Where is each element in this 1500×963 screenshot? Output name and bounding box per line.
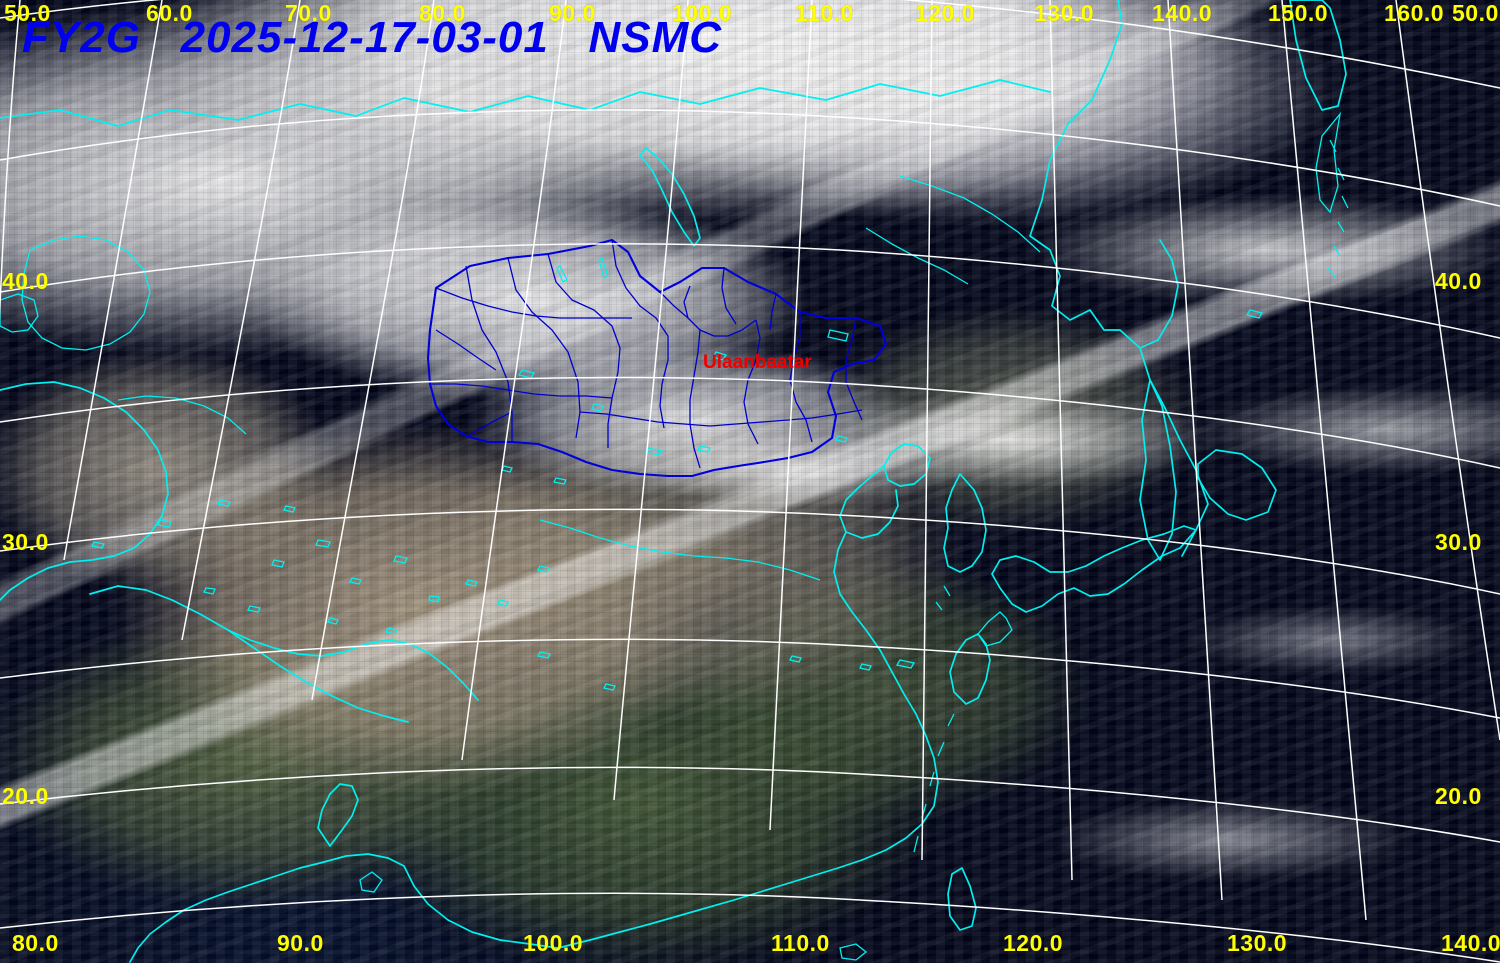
graticule-label-top-3: 80.0 xyxy=(419,0,466,26)
graticule-label-top-4: 90.0 xyxy=(549,0,596,26)
graticule-label-bottom-1: 90.0 xyxy=(277,930,324,956)
graticule-label-left-0: 40.0 xyxy=(2,268,49,294)
graticule-label-bottom-5: 130.0 xyxy=(1227,930,1288,956)
graticule-label-bottom-3: 110.0 xyxy=(771,930,830,956)
graticule-label-top-5: 100.0 xyxy=(672,0,733,26)
graticule-label-bottom-4: 120.0 xyxy=(1003,930,1064,956)
graticule-label-top-8: 130.0 xyxy=(1034,0,1095,26)
graticule-label-bottom-0: 80.0 xyxy=(12,930,59,956)
graticule-label-bottom-2: 100.0 xyxy=(523,930,584,956)
mongolia-border xyxy=(426,238,888,478)
graticule-label-left-2: 20.0 xyxy=(2,783,49,809)
graticule-label-right-1: 30.0 xyxy=(1435,529,1482,555)
page-title: FY2G 2025-12-17-03-01 NSMC xyxy=(22,13,723,62)
graticule-label-top-1: 60.0 xyxy=(146,0,193,26)
graticule-label-top-6: 110.0 xyxy=(795,0,854,26)
graticule-label-top-11: 160.0 xyxy=(1384,0,1445,26)
coastline-group xyxy=(0,0,1349,963)
graticule-label-left-1: 30.0 xyxy=(2,529,49,555)
graticule-label-top-9: 140.0 xyxy=(1152,0,1213,26)
graticule-label-bottom-6: 140.0 xyxy=(1441,930,1500,956)
graticule-label-right-0: 40.0 xyxy=(1435,268,1482,294)
graticule-label-top-10: 150.0 xyxy=(1268,0,1329,26)
graticule-label-top-12: 50.0 xyxy=(1452,0,1499,26)
graticule-label-right-2: 20.0 xyxy=(1435,783,1482,809)
graticule-label-top-0: 50.0 xyxy=(4,0,51,26)
graticule-meridians xyxy=(0,0,1500,921)
graticule-label-top-7: 120.0 xyxy=(915,0,976,26)
city-label-ulaanbaatar: Ulaanbaatar xyxy=(703,352,812,373)
graticule-label-top-2: 70.0 xyxy=(285,0,332,26)
